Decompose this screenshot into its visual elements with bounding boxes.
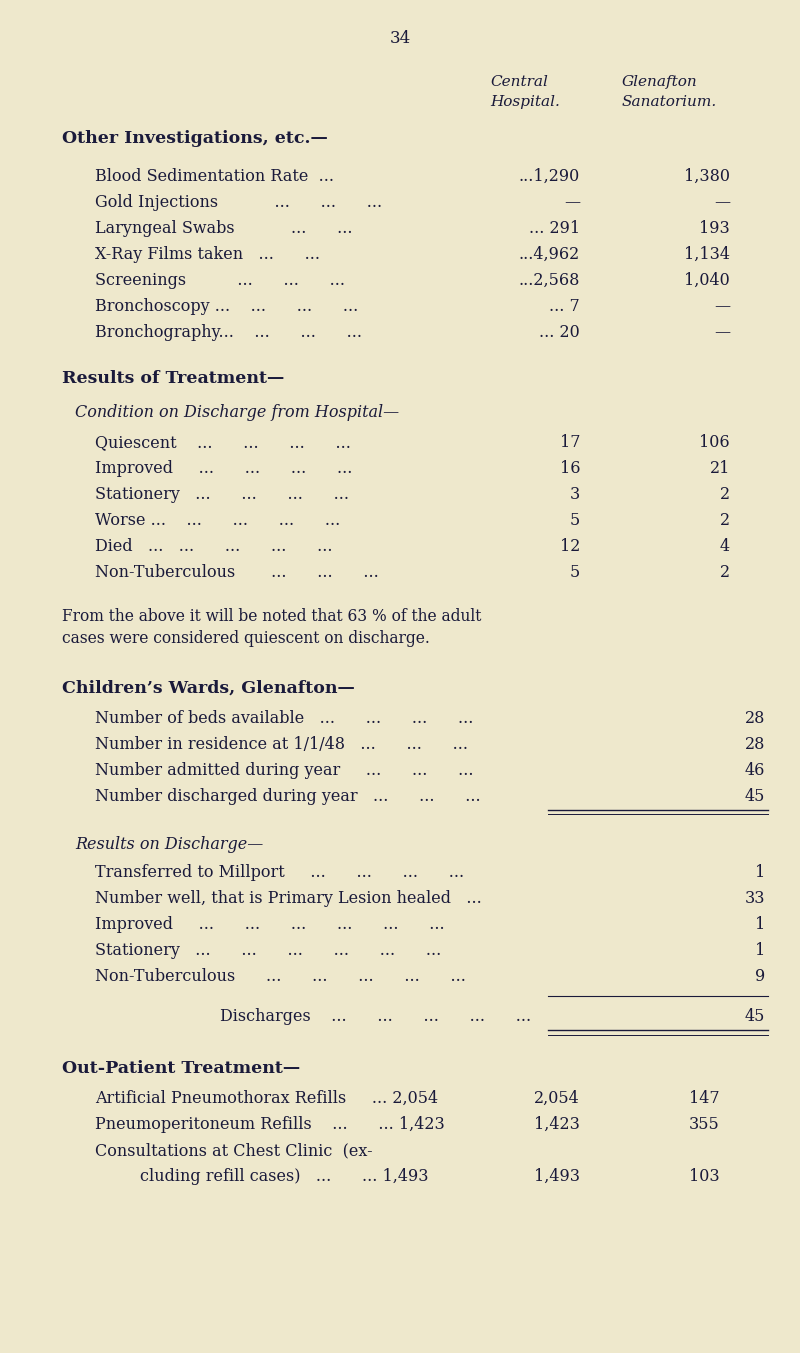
Text: X-Ray Films taken   ...      ...: X-Ray Films taken ... ... bbox=[95, 246, 320, 262]
Text: 12: 12 bbox=[560, 538, 580, 555]
Text: Discharges    ...      ...      ...      ...      ...: Discharges ... ... ... ... ... bbox=[220, 1008, 531, 1026]
Text: Stationery   ...      ...      ...      ...: Stationery ... ... ... ... bbox=[95, 486, 349, 503]
Text: Out-Patient Treatment—: Out-Patient Treatment— bbox=[62, 1059, 300, 1077]
Text: 1,493: 1,493 bbox=[534, 1168, 580, 1185]
Text: 17: 17 bbox=[559, 434, 580, 451]
Text: 2: 2 bbox=[720, 564, 730, 580]
Text: —: — bbox=[714, 193, 730, 211]
Text: 1: 1 bbox=[754, 865, 765, 881]
Text: 1,423: 1,423 bbox=[534, 1116, 580, 1132]
Text: Artificial Pneumothorax Refills     ... 2,054: Artificial Pneumothorax Refills ... 2,05… bbox=[95, 1091, 438, 1107]
Text: 355: 355 bbox=[690, 1116, 720, 1132]
Text: 9: 9 bbox=[754, 967, 765, 985]
Text: From the above it will be noted that 63 % of the adult: From the above it will be noted that 63 … bbox=[62, 607, 482, 625]
Text: Number discharged during year   ...      ...      ...: Number discharged during year ... ... ..… bbox=[95, 787, 481, 805]
Text: 193: 193 bbox=[699, 221, 730, 237]
Text: 2: 2 bbox=[720, 511, 730, 529]
Text: cluding refill cases)   ...      ... 1,493: cluding refill cases) ... ... 1,493 bbox=[140, 1168, 429, 1185]
Text: Number in residence at 1/1/48   ...      ...      ...: Number in residence at 1/1/48 ... ... ..… bbox=[95, 736, 468, 754]
Text: 45: 45 bbox=[745, 1008, 765, 1026]
Text: 3: 3 bbox=[570, 486, 580, 503]
Text: 28: 28 bbox=[745, 736, 765, 754]
Text: 21: 21 bbox=[710, 460, 730, 478]
Text: ...4,962: ...4,962 bbox=[518, 246, 580, 262]
Text: 1,134: 1,134 bbox=[684, 246, 730, 262]
Text: 5: 5 bbox=[570, 564, 580, 580]
Text: Improved     ...      ...      ...      ...      ...      ...: Improved ... ... ... ... ... ... bbox=[95, 916, 445, 934]
Text: 2: 2 bbox=[720, 486, 730, 503]
Text: ... 20: ... 20 bbox=[539, 323, 580, 341]
Text: Blood Sedimentation Rate  ...: Blood Sedimentation Rate ... bbox=[95, 168, 334, 185]
Text: Bronchoscopy ...    ...      ...      ...: Bronchoscopy ... ... ... ... bbox=[95, 298, 358, 315]
Text: 103: 103 bbox=[690, 1168, 720, 1185]
Text: Results of Treatment—: Results of Treatment— bbox=[62, 369, 284, 387]
Text: —: — bbox=[564, 193, 580, 211]
Text: 1,040: 1,040 bbox=[684, 272, 730, 290]
Text: Hospital.: Hospital. bbox=[490, 95, 560, 110]
Text: ... 291: ... 291 bbox=[529, 221, 580, 237]
Text: cases were considered quiescent on discharge.: cases were considered quiescent on disch… bbox=[62, 630, 430, 647]
Text: —: — bbox=[714, 298, 730, 315]
Text: 2,054: 2,054 bbox=[534, 1091, 580, 1107]
Text: 34: 34 bbox=[390, 30, 410, 47]
Text: 1,380: 1,380 bbox=[684, 168, 730, 185]
Text: —: — bbox=[714, 323, 730, 341]
Text: Number of beds available   ...      ...      ...      ...: Number of beds available ... ... ... ... bbox=[95, 710, 474, 727]
Text: Results on Discharge—: Results on Discharge— bbox=[75, 836, 263, 852]
Text: Number admitted during year     ...      ...      ...: Number admitted during year ... ... ... bbox=[95, 762, 474, 779]
Text: 1: 1 bbox=[754, 942, 765, 959]
Text: Condition on Discharge from Hospital—: Condition on Discharge from Hospital— bbox=[75, 405, 399, 421]
Text: 147: 147 bbox=[690, 1091, 720, 1107]
Text: 33: 33 bbox=[745, 890, 765, 907]
Text: 45: 45 bbox=[745, 787, 765, 805]
Text: Screenings          ...      ...      ...: Screenings ... ... ... bbox=[95, 272, 345, 290]
Text: 16: 16 bbox=[559, 460, 580, 478]
Text: 28: 28 bbox=[745, 710, 765, 727]
Text: Stationery   ...      ...      ...      ...      ...      ...: Stationery ... ... ... ... ... ... bbox=[95, 942, 442, 959]
Text: Non-Tuberculous      ...      ...      ...      ...      ...: Non-Tuberculous ... ... ... ... ... bbox=[95, 967, 466, 985]
Text: Bronchography...    ...      ...      ...: Bronchography... ... ... ... bbox=[95, 323, 362, 341]
Text: ...2,568: ...2,568 bbox=[518, 272, 580, 290]
Text: Laryngeal Swabs           ...      ...: Laryngeal Swabs ... ... bbox=[95, 221, 353, 237]
Text: Worse ...    ...      ...      ...      ...: Worse ... ... ... ... ... bbox=[95, 511, 340, 529]
Text: 5: 5 bbox=[570, 511, 580, 529]
Text: Improved     ...      ...      ...      ...: Improved ... ... ... ... bbox=[95, 460, 352, 478]
Text: Other Investigations, etc.—: Other Investigations, etc.— bbox=[62, 130, 328, 147]
Text: 1: 1 bbox=[754, 916, 765, 934]
Text: 46: 46 bbox=[745, 762, 765, 779]
Text: 4: 4 bbox=[720, 538, 730, 555]
Text: Transferred to Millport     ...      ...      ...      ...: Transferred to Millport ... ... ... ... bbox=[95, 865, 464, 881]
Text: Quiescent    ...      ...      ...      ...: Quiescent ... ... ... ... bbox=[95, 434, 351, 451]
Text: 106: 106 bbox=[699, 434, 730, 451]
Text: Children’s Wards, Glenafton—: Children’s Wards, Glenafton— bbox=[62, 681, 354, 697]
Text: Number well, that is Primary Lesion healed   ...: Number well, that is Primary Lesion heal… bbox=[95, 890, 482, 907]
Text: Gold Injections           ...      ...      ...: Gold Injections ... ... ... bbox=[95, 193, 382, 211]
Text: Non-Tuberculous       ...      ...      ...: Non-Tuberculous ... ... ... bbox=[95, 564, 378, 580]
Text: ...1,290: ...1,290 bbox=[518, 168, 580, 185]
Text: Glenafton: Glenafton bbox=[622, 74, 698, 89]
Text: Central: Central bbox=[490, 74, 548, 89]
Text: Pneumoperitoneum Refills    ...      ... 1,423: Pneumoperitoneum Refills ... ... 1,423 bbox=[95, 1116, 445, 1132]
Text: ... 7: ... 7 bbox=[550, 298, 580, 315]
Text: Sanatorium.: Sanatorium. bbox=[622, 95, 718, 110]
Text: Died   ...   ...      ...      ...      ...: Died ... ... ... ... ... bbox=[95, 538, 333, 555]
Text: Consultations at Chest Clinic  (ex-: Consultations at Chest Clinic (ex- bbox=[95, 1142, 373, 1160]
